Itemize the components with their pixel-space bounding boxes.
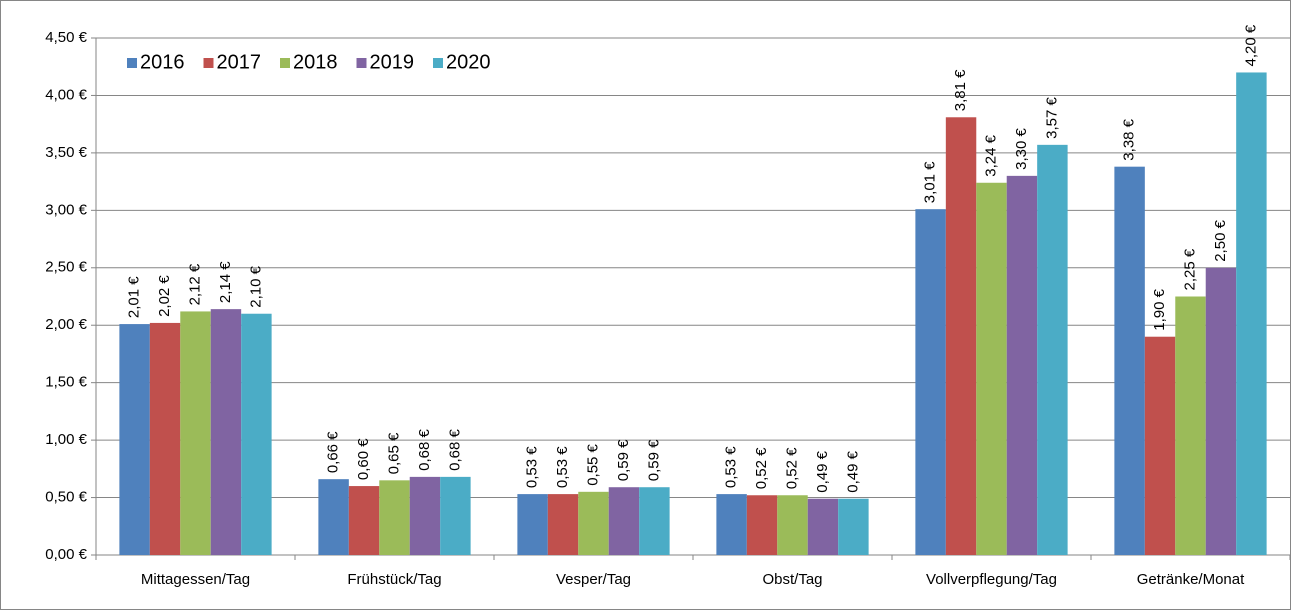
bar xyxy=(348,486,380,555)
legend-label: 2016 xyxy=(140,51,185,73)
value-label: 2,02 € xyxy=(156,275,173,317)
value-label: 0,68 € xyxy=(446,429,463,471)
bar xyxy=(838,498,869,555)
value-label: 0,68 € xyxy=(416,429,433,471)
value-label: 3,24 € xyxy=(982,134,999,176)
value-label: 0,59 € xyxy=(645,439,662,481)
value-label: 2,50 € xyxy=(1212,219,1229,261)
bar xyxy=(807,498,839,555)
value-label: 3,81 € xyxy=(952,69,969,111)
legend-swatch xyxy=(203,58,214,68)
legend-label: 2020 xyxy=(446,51,491,73)
bar xyxy=(1236,72,1267,555)
value-label: 2,10 € xyxy=(247,265,264,307)
bar xyxy=(639,487,670,555)
bar xyxy=(777,495,808,555)
bar xyxy=(608,487,640,555)
value-label: 0,66 € xyxy=(325,431,342,473)
bar xyxy=(915,209,946,555)
y-tick-label: 2,50 € xyxy=(45,259,87,276)
value-label: 2,14 € xyxy=(217,261,234,303)
legend-label: 2017 xyxy=(217,51,262,73)
value-label: 0,52 € xyxy=(783,447,800,489)
bar xyxy=(210,309,242,555)
bar xyxy=(1114,166,1145,556)
bar xyxy=(379,480,410,555)
value-label: 0,49 € xyxy=(844,450,861,492)
value-label: 0,55 € xyxy=(584,443,601,485)
value-label: 0,60 € xyxy=(355,438,372,480)
bar xyxy=(409,476,441,555)
bar xyxy=(578,491,609,555)
bar xyxy=(241,313,272,555)
value-label: 0,49 € xyxy=(814,450,831,492)
value-label: 0,52 € xyxy=(753,447,770,489)
value-label: 2,12 € xyxy=(186,263,203,305)
x-tick-label: Getränke/Monat xyxy=(1137,571,1245,588)
value-label: 4,20 € xyxy=(1242,24,1259,66)
bar xyxy=(440,476,471,555)
y-tick-label: 0,00 € xyxy=(45,546,87,563)
bar xyxy=(547,494,579,555)
bar xyxy=(746,495,778,555)
value-label: 3,30 € xyxy=(1013,128,1030,170)
legend-swatch xyxy=(433,58,443,68)
x-tick-label: Frühstück/Tag xyxy=(347,571,441,588)
y-tick-label: 1,50 € xyxy=(45,374,87,391)
legend-swatch xyxy=(280,58,290,68)
bar xyxy=(119,324,150,555)
bar xyxy=(318,479,349,555)
bar xyxy=(976,182,1007,555)
x-tick-label: Vollverpflegung/Tag xyxy=(926,571,1057,588)
bar xyxy=(1175,296,1206,555)
y-tick-label: 4,50 € xyxy=(45,29,87,46)
y-tick-label: 0,50 € xyxy=(45,489,87,506)
y-tick-label: 1,00 € xyxy=(45,431,87,448)
value-label: 3,57 € xyxy=(1043,96,1060,138)
y-tick-label: 2,00 € xyxy=(45,316,87,333)
x-tick-label: Obst/Tag xyxy=(762,571,822,588)
x-tick-label: Mittagessen/Tag xyxy=(141,571,250,588)
value-label: 2,01 € xyxy=(126,276,143,318)
bar xyxy=(945,117,977,556)
value-label: 0,53 € xyxy=(723,446,740,488)
value-label: 0,59 € xyxy=(615,439,632,481)
bar xyxy=(180,311,211,555)
legend-swatch xyxy=(127,58,137,68)
y-tick-label: 4,00 € xyxy=(45,86,87,103)
value-label: 3,38 € xyxy=(1121,118,1138,160)
bar xyxy=(1205,267,1237,555)
y-tick-label: 3,00 € xyxy=(45,201,87,218)
bar xyxy=(149,322,181,555)
x-tick-label: Vesper/Tag xyxy=(556,571,631,588)
value-label: 0,53 € xyxy=(554,446,571,488)
legend-label: 2018 xyxy=(293,51,338,73)
legend-label: 2019 xyxy=(370,51,415,73)
value-label: 3,01 € xyxy=(922,161,939,203)
y-tick-label: 3,50 € xyxy=(45,144,87,161)
legend-swatch xyxy=(356,58,367,68)
bar xyxy=(716,494,747,555)
bar xyxy=(517,494,548,555)
value-label: 0,53 € xyxy=(524,446,541,488)
value-label: 2,25 € xyxy=(1181,248,1198,290)
bar xyxy=(1006,175,1038,555)
value-label: 1,90 € xyxy=(1151,288,1168,330)
value-label: 0,65 € xyxy=(385,432,402,474)
bar xyxy=(1037,144,1068,555)
bar xyxy=(1144,336,1176,555)
